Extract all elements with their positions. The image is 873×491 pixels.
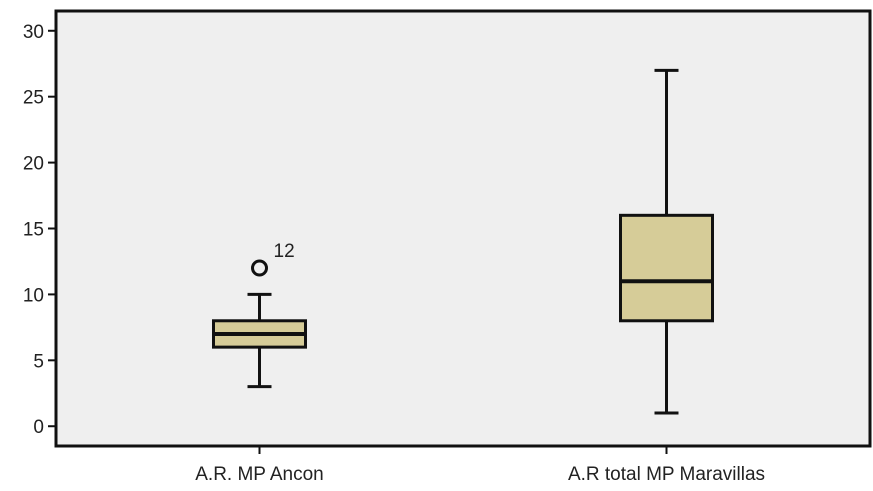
y-tick-label-5: 25 bbox=[23, 88, 44, 109]
x-tick-label-0: A.R. MP Ancon bbox=[195, 464, 324, 485]
y-axis: 0 5 10 15 20 25 30 bbox=[23, 22, 56, 438]
x-tick-label-1: A.R total MP Maravillas bbox=[568, 464, 765, 485]
y-tick-label-3: 15 bbox=[23, 220, 44, 241]
x-axis: A.R. MP Ancon A.R total MP Maravillas bbox=[195, 446, 765, 485]
y-tick-label-2: 10 bbox=[23, 285, 44, 306]
boxes-layer: 12 bbox=[212, 68, 714, 415]
outlier-point-0-0 bbox=[251, 259, 268, 277]
y-tick-label-4: 20 bbox=[23, 154, 44, 175]
box-group-0: 12 bbox=[212, 241, 307, 389]
y-tick-label-0: 0 bbox=[33, 417, 44, 438]
outlier-label-0-0: 12 bbox=[274, 241, 295, 262]
box-group-1 bbox=[619, 68, 714, 415]
y-tick-label-1: 5 bbox=[33, 351, 44, 372]
iqr-box-1 bbox=[619, 213, 714, 323]
plot-area bbox=[54, 9, 872, 448]
y-tick-label-6: 30 bbox=[23, 22, 44, 43]
